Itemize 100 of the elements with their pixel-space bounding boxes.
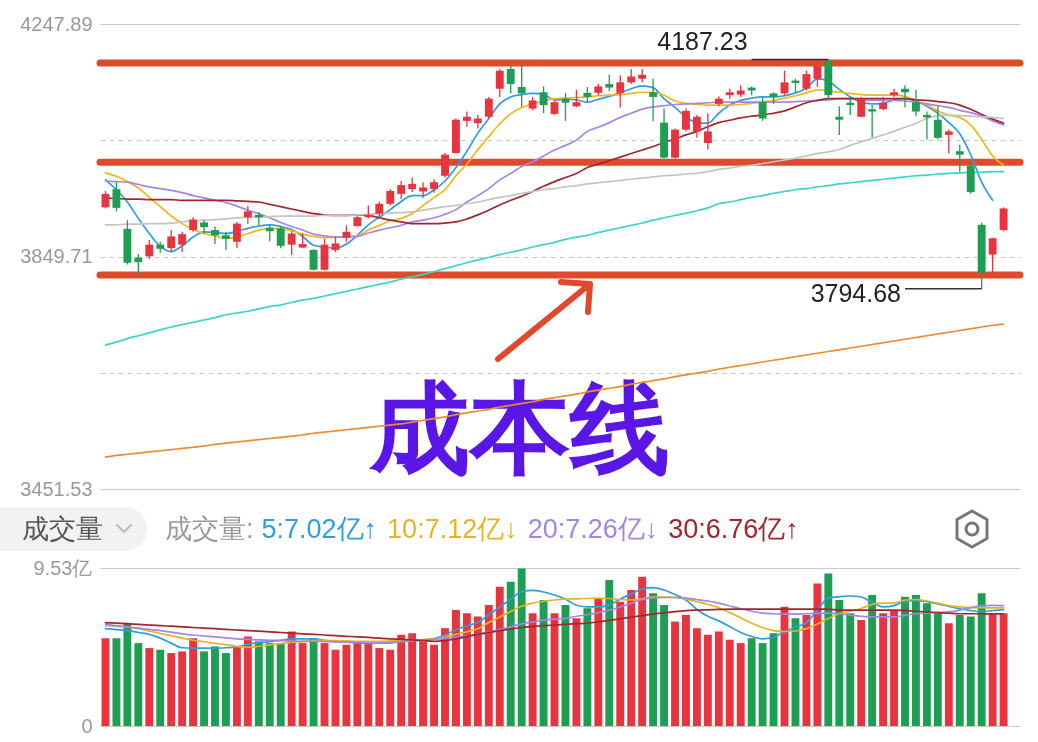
candlestick: [178, 231, 187, 253]
bar: [298, 643, 307, 726]
chart-title: 成交量: [22, 513, 103, 546]
y-tick-label: 3451.53: [20, 477, 93, 500]
bar: [901, 596, 909, 726]
bar: [232, 646, 241, 726]
candlestick: [649, 78, 658, 123]
bar: [660, 604, 668, 726]
candlestick: [703, 112, 712, 151]
candlestick: [276, 225, 285, 249]
candlestick: [682, 107, 690, 133]
bar: [517, 568, 526, 726]
candlestick: [517, 61, 526, 108]
bar: [802, 614, 811, 726]
bar: [890, 609, 898, 726]
annotation: 3794.68: [810, 278, 901, 307]
bar: [824, 573, 833, 726]
bar: [506, 581, 515, 726]
text: 30:6.76亿↑: [668, 513, 799, 546]
bar: [430, 644, 438, 726]
bar: [835, 600, 844, 726]
bar: [922, 603, 931, 726]
candlestick: [484, 96, 493, 120]
candlestick: [999, 206, 1008, 232]
bar: [769, 633, 778, 726]
bar: [462, 613, 471, 726]
candlestick: [462, 110, 471, 128]
candlestick: [211, 225, 219, 245]
bar: [999, 613, 1008, 726]
candlestick: [988, 237, 997, 275]
bar: [649, 593, 658, 726]
dropdown: 成交量: [0, 507, 147, 551]
candlestick: [944, 128, 953, 155]
candlestick: [408, 176, 417, 193]
y-tick-label: 0: [81, 714, 93, 737]
bar: [364, 643, 373, 726]
bar: [879, 613, 888, 726]
bar: [912, 595, 920, 726]
bar: [966, 616, 975, 726]
bar: [671, 621, 679, 726]
y-tick-label: 4247.89: [20, 12, 93, 35]
bar: [703, 634, 712, 726]
bar: [594, 598, 603, 726]
candlestick: [243, 205, 252, 225]
candlestick: [112, 181, 121, 213]
bar: [222, 653, 230, 726]
candlestick: [145, 239, 154, 260]
bar: [813, 583, 822, 726]
bar: [528, 613, 537, 726]
bar: [484, 604, 493, 726]
bar: [145, 648, 154, 726]
line-series: [104, 170, 1005, 346]
candlestick: [955, 144, 964, 173]
candlestick: [495, 68, 504, 98]
bar: [123, 623, 132, 726]
y-tick-label: 3849.71: [20, 245, 93, 267]
bar: [933, 613, 942, 726]
candlestick: [134, 253, 143, 276]
bar: [682, 614, 690, 726]
candlestick: [868, 104, 877, 138]
bar: [441, 628, 449, 726]
line-series: [104, 586, 1005, 649]
candlestick: [933, 105, 942, 140]
bar: [386, 649, 395, 726]
candlestick: [397, 180, 406, 200]
candlestick: [167, 229, 176, 253]
legend-title: 成交量:: [165, 513, 254, 546]
bar: [353, 643, 362, 726]
candlestick: [616, 74, 625, 109]
bar: [211, 646, 219, 726]
candlestick: [506, 65, 515, 95]
bar: [265, 643, 274, 726]
bar: [189, 638, 198, 726]
candlestick: [835, 105, 844, 136]
candlestick: [638, 68, 647, 83]
candlestick: [813, 61, 822, 88]
candlestick: [200, 219, 208, 235]
candlestick: [890, 88, 898, 98]
bar: [977, 593, 986, 726]
bar: [638, 576, 647, 726]
bar: [287, 631, 296, 726]
candlestick: [287, 230, 296, 256]
annotation: 4187.23: [657, 27, 748, 56]
bar: [988, 613, 997, 726]
line-series: [104, 608, 1005, 643]
bar: [167, 653, 176, 726]
bar: [605, 580, 614, 726]
candlestick: [222, 231, 230, 251]
bar: [583, 608, 592, 726]
bar: [955, 614, 964, 726]
bar: [495, 586, 504, 726]
bar: [539, 600, 548, 726]
bar: [736, 643, 745, 726]
candlestick: [539, 85, 548, 114]
bar: [747, 638, 756, 726]
bar: [342, 644, 351, 726]
bar: [397, 634, 406, 726]
bar: [408, 633, 417, 726]
bar: [944, 623, 953, 726]
candlestick: [912, 89, 920, 117]
